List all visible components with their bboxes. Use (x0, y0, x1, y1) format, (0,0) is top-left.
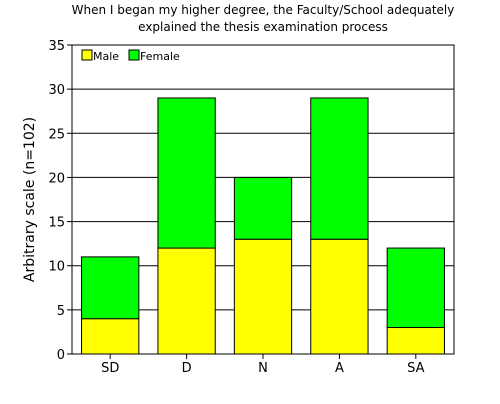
legend-label-female: Female (140, 50, 180, 63)
bar-male-d (157, 247, 216, 355)
y-tick-label: 10 (48, 260, 65, 275)
bar-male-n (233, 238, 293, 355)
legend-swatch-female (128, 49, 140, 61)
y-tick-label: 15 (48, 216, 65, 231)
x-tick-label: SA (407, 361, 424, 376)
bar-male-a (310, 238, 369, 355)
bar-male-sd (81, 318, 140, 355)
y-axis-ticks: 0 5 10 15 20 25 30 35 (48, 39, 72, 363)
bars (81, 97, 445, 355)
x-tick-label: D (182, 361, 192, 376)
y-tick-label: 0 (57, 348, 65, 363)
legend: Male Female (81, 49, 180, 63)
bar-female-d (157, 97, 216, 249)
bar-female-sd (81, 256, 140, 320)
x-tick-label: N (258, 361, 268, 376)
chart-title: When I began my higher degree, the Facul… (72, 3, 455, 34)
x-tick-label: A (335, 361, 344, 376)
y-tick-label: 35 (48, 39, 65, 54)
x-tick-label: SD (101, 361, 119, 376)
legend-swatch-male (81, 49, 93, 61)
y-tick-label: 20 (48, 171, 65, 186)
bar-female-sa (386, 247, 445, 329)
bar-female-n (233, 176, 293, 240)
legend-label-male: Male (93, 50, 119, 63)
x-axis-ticks: SD D N A SA (101, 354, 425, 376)
chart-title-line-2: explained the thesis examination process (138, 20, 388, 34)
bar-female-a (310, 97, 369, 240)
chart-title-line-1: When I began my higher degree, the Facul… (72, 3, 455, 17)
y-tick-label: 30 (48, 83, 65, 98)
bar-male-sa (386, 327, 445, 355)
y-tick-label: 25 (48, 127, 65, 142)
y-tick-label: 5 (57, 304, 65, 319)
y-axis-label: Arbitrary scale (n=102) (22, 117, 38, 282)
